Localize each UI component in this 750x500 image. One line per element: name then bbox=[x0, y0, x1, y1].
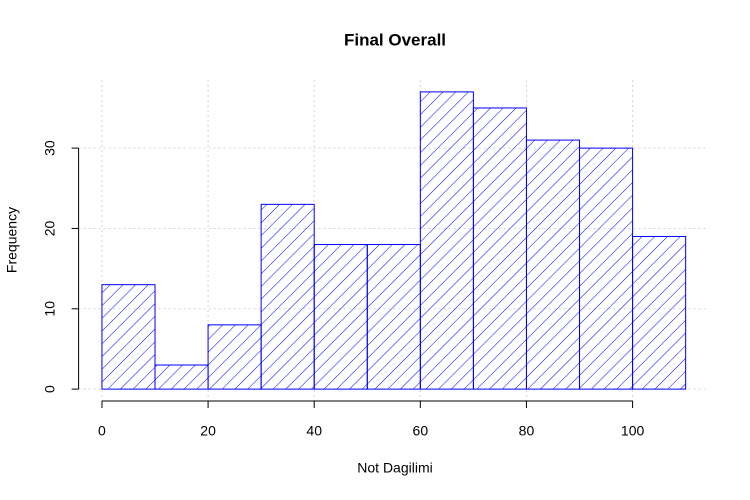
bar bbox=[207, 324, 262, 390]
x-tick-label: 40 bbox=[306, 423, 322, 439]
axes: 0 20 40 60 80 100 0 10 20 30 bbox=[41, 140, 644, 439]
bar bbox=[154, 364, 209, 390]
bar bbox=[472, 107, 527, 390]
bar bbox=[101, 284, 156, 390]
y-tick-label: 0 bbox=[41, 385, 57, 393]
bar bbox=[579, 147, 634, 390]
bar bbox=[366, 244, 421, 390]
bar bbox=[313, 244, 368, 390]
x-tick-label: 60 bbox=[413, 423, 429, 439]
y-tick-label: 20 bbox=[41, 220, 57, 236]
bar bbox=[632, 235, 687, 390]
y-tick-label: 10 bbox=[41, 301, 57, 317]
bar bbox=[525, 139, 581, 390]
bar bbox=[419, 91, 474, 390]
bars bbox=[101, 91, 687, 390]
y-axis-label: Frequency bbox=[4, 207, 20, 273]
chart-title: Final Overall bbox=[344, 30, 446, 49]
y-tick-label: 30 bbox=[41, 140, 57, 156]
bar bbox=[260, 203, 315, 390]
x-tick-label: 20 bbox=[200, 423, 216, 439]
x-tick-label: 80 bbox=[519, 423, 535, 439]
x-axis-label: Not Dagilimi bbox=[357, 460, 432, 476]
x-tick-label: 0 bbox=[98, 423, 106, 439]
x-tick-label: 100 bbox=[621, 423, 645, 439]
